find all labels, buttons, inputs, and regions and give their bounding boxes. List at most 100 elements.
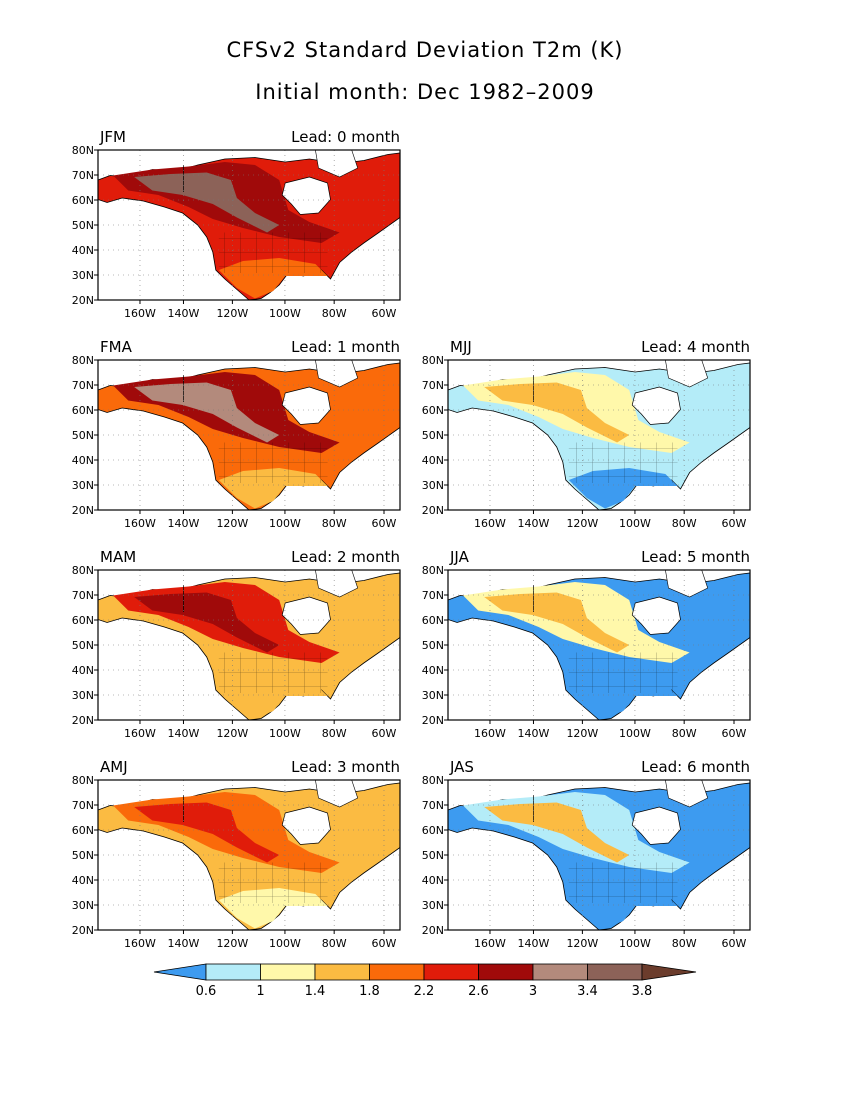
hudson-bay [281, 176, 331, 215]
hudson-bay [631, 386, 681, 425]
hudson-bay [631, 596, 681, 635]
colorbar-segment [369, 963, 425, 981]
hudson-bay [631, 806, 681, 845]
lat-tick-label: 50N [72, 219, 94, 232]
state-boundaries [568, 862, 678, 903]
lat-tick-label: 70N [72, 379, 94, 392]
panel-lead-label: Lead: 1 month [291, 338, 400, 356]
lon-tick-label: 80W [322, 517, 347, 530]
panel-lead-label: Lead: 4 month [641, 338, 750, 356]
colorbar-low-arrow [153, 963, 207, 981]
lat-tick-label: 40N [72, 874, 94, 887]
lat-tick-label: 60N [72, 194, 94, 207]
peak-anomaly-region [134, 592, 280, 653]
peak-anomaly-region [134, 172, 280, 233]
hudson-bay [281, 596, 331, 635]
lat-tick-label: 30N [72, 269, 94, 282]
map-panel-mjj: MJJ Lead: 4 month 80N 70N 60N 50N 40N 30N 20N 160… [422, 338, 751, 530]
panel-lead-label: Lead: 3 month [291, 758, 400, 776]
colorbar-label: 0.6 [196, 984, 217, 999]
lat-tick-label: 50N [422, 849, 444, 862]
lon-tick-label: 140W [168, 937, 200, 950]
lat-tick-label: 70N [422, 799, 444, 812]
panel-season-label: AMJ [100, 758, 128, 776]
lat-tick-label: 80N [72, 564, 94, 577]
lat-tick-label: 50N [422, 639, 444, 652]
panel-season-label: FMA [100, 338, 133, 356]
lat-tick-label: 50N [72, 639, 94, 652]
map-panel-amj: AMJ Lead: 3 month 80N 70N 60N 50N 40N 30N 20N 160… [72, 758, 401, 950]
lon-tick-label: 100W [269, 727, 301, 740]
colorbar-label: 3.4 [577, 984, 598, 999]
state-boundaries [568, 652, 678, 693]
colorbar-high-arrow [641, 963, 697, 981]
lat-tick-label: 20N [72, 714, 94, 727]
colorbar-label: 1.8 [359, 984, 380, 999]
lon-tick-label: 100W [269, 937, 301, 950]
lon-tick-label: 140W [518, 727, 550, 740]
peak-anomaly-region [484, 592, 630, 653]
lon-tick-label: 60W [722, 517, 747, 530]
lat-tick-label: 60N [422, 614, 444, 627]
colorbar-segment [587, 963, 643, 981]
lon-tick-label: 60W [372, 937, 397, 950]
lat-tick-label: 60N [422, 824, 444, 837]
lat-tick-label: 20N [72, 504, 94, 517]
lon-tick-label: 160W [474, 727, 506, 740]
state-boundaries [218, 862, 328, 903]
lon-tick-label: 100W [619, 517, 651, 530]
lon-tick-label: 140W [168, 517, 200, 530]
lon-tick-label: 120W [566, 727, 598, 740]
hudson-bay [281, 386, 331, 425]
lon-tick-label: 60W [722, 937, 747, 950]
colorbar-label: 1.4 [305, 984, 326, 999]
colorbar-segment [205, 963, 261, 981]
lat-tick-label: 40N [422, 664, 444, 677]
peak-anomaly-region [134, 382, 280, 443]
lon-tick-label: 60W [372, 517, 397, 530]
panel-season-label: MJJ [450, 338, 472, 356]
colorbar-segment [478, 963, 534, 981]
lat-tick-label: 40N [72, 244, 94, 257]
lon-tick-label: 80W [322, 937, 347, 950]
lat-tick-label: 40N [422, 874, 444, 887]
state-boundaries [218, 442, 328, 483]
panel-season-label: MAM [100, 548, 136, 566]
lat-tick-label: 80N [72, 774, 94, 787]
lon-tick-label: 60W [722, 727, 747, 740]
lon-tick-label: 120W [566, 517, 598, 530]
lon-tick-label: 160W [474, 517, 506, 530]
peak-anomaly-region [134, 802, 280, 863]
lon-tick-label: 80W [672, 517, 697, 530]
colorbar: 0.6 1 1.4 1.8 2.2 2.6 3 3.4 3.8 [153, 963, 697, 999]
panel-lead-label: Lead: 5 month [641, 548, 750, 566]
panel-season-label: JFM [99, 128, 126, 146]
peak-anomaly-region [484, 802, 630, 863]
lon-tick-label: 80W [672, 727, 697, 740]
colorbar-label: 3.8 [632, 984, 653, 999]
lon-tick-label: 100W [269, 517, 301, 530]
map-panel-mam: MAM Lead: 2 month 80N 70N 60N 50N 40N 30N 20N 160… [72, 548, 401, 740]
lat-tick-label: 70N [422, 589, 444, 602]
lon-tick-label: 160W [124, 307, 156, 320]
lon-tick-label: 160W [124, 937, 156, 950]
lat-tick-label: 60N [72, 404, 94, 417]
lat-tick-label: 40N [72, 664, 94, 677]
lat-tick-label: 30N [422, 899, 444, 912]
lat-tick-label: 30N [72, 689, 94, 702]
lat-tick-label: 20N [422, 924, 444, 937]
panel-season-label: JAS [449, 758, 474, 776]
figure-title: CFSv2 Standard Deviation T2m (K) [226, 38, 624, 62]
figure-subtitle: Initial month: Dec 1982–2009 [255, 80, 595, 104]
lat-tick-label: 80N [72, 144, 94, 157]
lon-tick-label: 100W [269, 307, 301, 320]
lat-tick-label: 70N [72, 169, 94, 182]
lon-tick-label: 80W [322, 727, 347, 740]
lat-tick-label: 30N [72, 899, 94, 912]
panel-lead-label: Lead: 6 month [641, 758, 750, 776]
lat-tick-label: 20N [422, 504, 444, 517]
lat-tick-label: 30N [422, 689, 444, 702]
lon-tick-label: 140W [518, 937, 550, 950]
lat-tick-label: 20N [72, 294, 94, 307]
